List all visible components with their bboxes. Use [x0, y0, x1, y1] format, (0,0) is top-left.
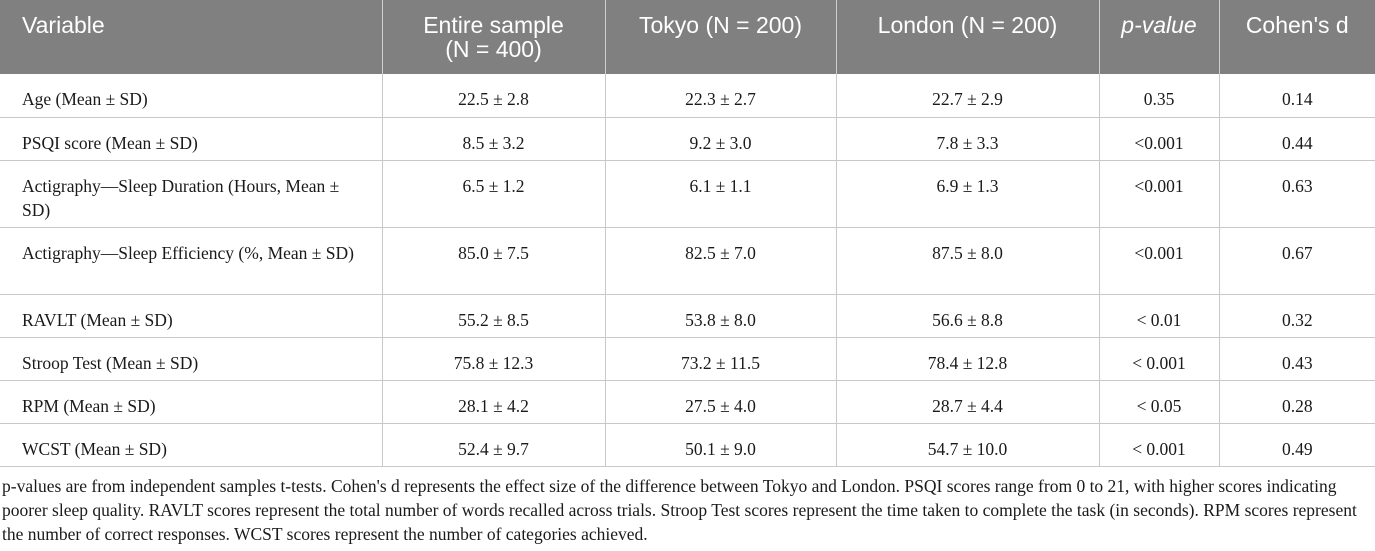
cell-cohens-d: 0.28	[1218, 380, 1375, 424]
cell-london: 87.5 ± 8.0	[835, 227, 1099, 295]
cell-tokyo: 27.5 ± 4.0	[604, 380, 836, 424]
cell-variable: Actigraphy—Sleep Duration (Hours, Mean ±…	[0, 160, 382, 228]
cell-cohens-d: 0.32	[1218, 294, 1375, 338]
header-cohens-d: Cohen's d	[1218, 0, 1375, 74]
cell-cohens-d: 0.14	[1218, 74, 1375, 118]
cell-tokyo: 22.3 ± 2.7	[604, 74, 836, 118]
header-p-value-text: p-value	[1121, 12, 1197, 38]
cell-entire-sample: 75.8 ± 12.3	[381, 337, 605, 381]
cell-entire-sample: 55.2 ± 8.5	[381, 294, 605, 338]
cell-cohens-d: 0.43	[1218, 337, 1375, 381]
results-table-container: Variable Entire sample (N = 400) Tokyo (…	[0, 0, 1375, 467]
cell-london: 6.9 ± 1.3	[835, 160, 1099, 228]
cell-london: 78.4 ± 12.8	[835, 337, 1099, 381]
cell-variable: RPM (Mean ± SD)	[0, 380, 382, 424]
cell-tokyo: 53.8 ± 8.0	[604, 294, 836, 338]
cell-variable: Age (Mean ± SD)	[0, 74, 382, 118]
cell-cohens-d: 0.67	[1218, 227, 1375, 295]
table-footnote: p-values are from independent samples t-…	[2, 476, 1357, 544]
header-entire-sample: Entire sample (N = 400)	[381, 0, 605, 74]
cell-entire-sample: 28.1 ± 4.2	[381, 380, 605, 424]
header-entire-sample-text: Entire sample (N = 400)	[423, 12, 564, 62]
table-row: Actigraphy—Sleep Duration (Hours, Mean ±…	[0, 160, 1375, 228]
header-tokyo: Tokyo (N = 200)	[604, 0, 836, 74]
cell-cohens-d: 0.44	[1218, 117, 1375, 161]
cell-p-value: < 0.001	[1098, 337, 1219, 381]
cell-p-value: < 0.01	[1098, 294, 1219, 338]
cell-london: 56.6 ± 8.8	[835, 294, 1099, 338]
header-cohens-d-text: Cohen's d	[1245, 12, 1349, 38]
cell-entire-sample: 22.5 ± 2.8	[381, 74, 605, 118]
cell-entire-sample: 85.0 ± 7.5	[381, 227, 605, 295]
cell-entire-sample: 52.4 ± 9.7	[381, 423, 605, 467]
header-london: London (N = 200)	[835, 0, 1099, 74]
table-row: WCST (Mean ± SD) 52.4 ± 9.7 50.1 ± 9.0 5…	[0, 423, 1375, 467]
header-p-value: p-value	[1098, 0, 1219, 74]
cell-p-value: <0.001	[1098, 227, 1219, 295]
header-variable-text: Variable	[22, 12, 105, 38]
table-row: Age (Mean ± SD) 22.5 ± 2.8 22.3 ± 2.7 22…	[0, 74, 1375, 118]
cell-entire-sample: 8.5 ± 3.2	[381, 117, 605, 161]
cell-cohens-d: 0.63	[1218, 160, 1375, 228]
cell-tokyo: 73.2 ± 11.5	[604, 337, 836, 381]
cell-p-value: 0.35	[1098, 74, 1219, 118]
cell-tokyo: 9.2 ± 3.0	[604, 117, 836, 161]
cell-london: 54.7 ± 10.0	[835, 423, 1099, 467]
cell-p-value: <0.001	[1098, 160, 1219, 228]
cell-entire-sample: 6.5 ± 1.2	[381, 160, 605, 228]
cell-variable: Actigraphy—Sleep Efficiency (%, Mean ± S…	[0, 227, 382, 295]
cell-tokyo: 50.1 ± 9.0	[604, 423, 836, 467]
table-row: Stroop Test (Mean ± SD) 75.8 ± 12.3 73.2…	[0, 337, 1375, 381]
cell-variable: PSQI score (Mean ± SD)	[0, 117, 382, 161]
header-tokyo-text: Tokyo (N = 200)	[639, 12, 802, 38]
cell-tokyo: 6.1 ± 1.1	[604, 160, 836, 228]
cell-p-value: <0.001	[1098, 117, 1219, 161]
results-table: Variable Entire sample (N = 400) Tokyo (…	[0, 0, 1375, 467]
cell-variable: WCST (Mean ± SD)	[0, 423, 382, 467]
cell-london: 22.7 ± 2.9	[835, 74, 1099, 118]
cell-cohens-d: 0.49	[1218, 423, 1375, 467]
table-row: RPM (Mean ± SD) 28.1 ± 4.2 27.5 ± 4.0 28…	[0, 380, 1375, 424]
cell-variable: RAVLT (Mean ± SD)	[0, 294, 382, 338]
header-variable: Variable	[0, 0, 382, 74]
cell-london: 28.7 ± 4.4	[835, 380, 1099, 424]
table-row: PSQI score (Mean ± SD) 8.5 ± 3.2 9.2 ± 3…	[0, 117, 1375, 161]
cell-p-value: < 0.05	[1098, 380, 1219, 424]
cell-p-value: < 0.001	[1098, 423, 1219, 467]
cell-london: 7.8 ± 3.3	[835, 117, 1099, 161]
header-london-text: London (N = 200)	[877, 12, 1058, 38]
header-row: Variable Entire sample (N = 400) Tokyo (…	[0, 0, 1375, 74]
cell-tokyo: 82.5 ± 7.0	[604, 227, 836, 295]
table-row: Actigraphy—Sleep Efficiency (%, Mean ± S…	[0, 227, 1375, 295]
table-row: RAVLT (Mean ± SD) 55.2 ± 8.5 53.8 ± 8.0 …	[0, 294, 1375, 338]
cell-variable: Stroop Test (Mean ± SD)	[0, 337, 382, 381]
